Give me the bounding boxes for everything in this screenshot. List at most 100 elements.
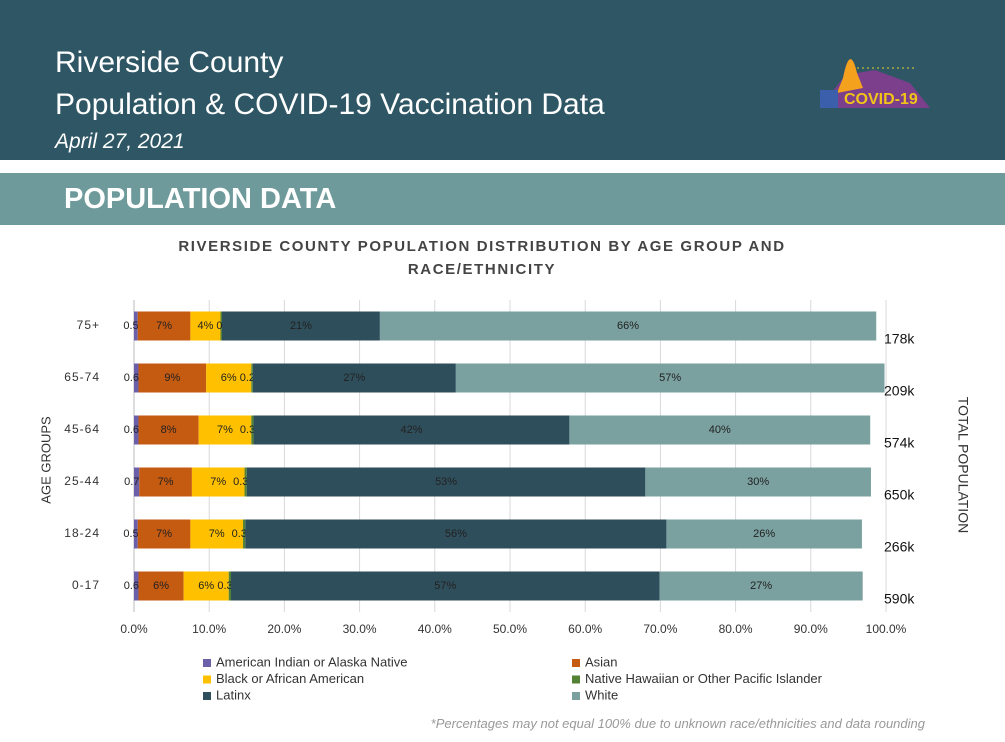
legend-label: Native Hawaiian or Other Pacific Islande… xyxy=(585,671,823,686)
x-tick-label: 80.0% xyxy=(719,622,753,636)
bar-segment xyxy=(379,311,877,341)
section-band: POPULATION DATA xyxy=(0,173,1005,225)
y-tick-label: 75+ xyxy=(77,318,100,332)
section-title: POPULATION DATA xyxy=(64,183,337,215)
bar-segment xyxy=(134,363,139,393)
x-tick-label: 70.0% xyxy=(643,622,677,636)
bar-segment xyxy=(221,311,380,341)
bar-segment xyxy=(134,519,138,549)
total-label: 209k xyxy=(884,383,915,399)
total-label: 574k xyxy=(884,435,915,451)
bar-segment xyxy=(137,311,191,341)
total-label: 650k xyxy=(884,487,915,503)
legend-label: White xyxy=(585,687,618,702)
total-label: 590k xyxy=(884,591,915,607)
y-tick-label: 18-24 xyxy=(64,526,100,540)
data-label: 7% xyxy=(156,320,172,332)
logo-shape xyxy=(837,59,863,93)
bar-segment xyxy=(251,415,254,445)
x-tick-label: 60.0% xyxy=(568,622,602,636)
data-label: 42% xyxy=(400,424,422,436)
legend-swatch xyxy=(572,675,580,684)
x-tick-label: 10.0% xyxy=(192,622,226,636)
bar-segment xyxy=(138,363,207,393)
header: Riverside County Population & COVID-19 V… xyxy=(0,0,1005,160)
legend-swatch xyxy=(203,692,211,700)
y-tick-label: 25-44 xyxy=(64,474,100,488)
logo-shape xyxy=(820,90,838,108)
y-tick-label: 45-64 xyxy=(64,422,100,436)
data-label: 7% xyxy=(217,424,233,436)
bar-segment xyxy=(134,467,140,497)
data-label: 27% xyxy=(750,580,772,592)
data-label: 57% xyxy=(659,372,681,384)
data-label: 40% xyxy=(709,424,731,436)
title-line: Population & COVID-19 Vaccination Data xyxy=(55,88,605,121)
y2-axis-label: TOTAL POPULATION xyxy=(955,397,971,533)
bar-segment xyxy=(183,571,229,601)
y-tick-label: 65-74 xyxy=(64,370,100,384)
legend-label: Black or African American xyxy=(216,671,364,686)
x-tick-label: 20.0% xyxy=(267,622,301,636)
bar-segment xyxy=(645,467,871,497)
bar-segment xyxy=(253,415,570,445)
data-label: 53% xyxy=(435,476,457,488)
bar-segment xyxy=(569,415,871,445)
bar-segment xyxy=(246,467,646,497)
data-label: 66% xyxy=(617,320,639,332)
bar-segment xyxy=(228,571,232,601)
date: April 27, 2021 xyxy=(55,130,185,153)
data-label: 6% xyxy=(198,580,214,592)
bar-segment xyxy=(220,311,222,341)
data-label: 26% xyxy=(753,528,775,540)
data-label: 30% xyxy=(747,476,769,488)
legend-swatch xyxy=(203,675,211,684)
x-tick-label: 90.0% xyxy=(794,622,828,636)
data-label: 4% xyxy=(197,320,213,332)
bar-segment xyxy=(134,415,139,445)
bar-segment xyxy=(137,519,191,549)
data-label: 7% xyxy=(209,528,225,540)
bar-segment xyxy=(139,467,192,497)
bar-segment xyxy=(244,467,247,497)
legend-swatch xyxy=(203,659,211,667)
bar-segment xyxy=(243,519,246,549)
title-line: Riverside County xyxy=(55,46,284,79)
bar-segment xyxy=(252,363,456,393)
legend-label: American Indian or Alaska Native xyxy=(216,654,407,669)
data-label: 56% xyxy=(445,528,467,540)
bar-segment xyxy=(198,415,252,445)
bar-segment xyxy=(134,311,138,341)
x-tick-label: 0.0% xyxy=(120,622,148,636)
logo-text: COVID-19 xyxy=(844,91,918,108)
legend-swatch xyxy=(572,692,580,700)
bar-segment xyxy=(134,571,139,601)
footnote: *Percentages may not equal 100% due to u… xyxy=(430,716,925,731)
bar-segment xyxy=(138,571,184,601)
bar-segment xyxy=(659,571,863,601)
bar-segment xyxy=(666,519,862,549)
data-label: 8% xyxy=(161,424,177,436)
legend-label: Latinx xyxy=(216,687,251,702)
data-label: 57% xyxy=(434,580,456,592)
data-label: 7% xyxy=(210,476,226,488)
data-label: 7% xyxy=(156,528,172,540)
x-tick-label: 30.0% xyxy=(343,622,377,636)
logo: COVID-19 xyxy=(820,59,930,108)
legend-swatch xyxy=(572,659,580,667)
bar-segment xyxy=(455,363,885,393)
total-label: 178k xyxy=(884,331,915,347)
x-tick-label: 50.0% xyxy=(493,622,527,636)
y-axis-label: AGE GROUPS xyxy=(38,416,53,504)
bar-segment xyxy=(251,363,253,393)
data-label: 9% xyxy=(164,372,180,384)
total-label: 266k xyxy=(884,539,915,555)
bar-segment xyxy=(191,467,245,497)
chart-title: RIVERSIDE COUNTY POPULATION DISTRIBUTION… xyxy=(178,238,786,278)
bar-segment xyxy=(231,571,660,601)
y-tick-label: 0-17 xyxy=(72,578,100,592)
bar-segment xyxy=(206,363,252,393)
x-tick-label: 40.0% xyxy=(418,622,452,636)
